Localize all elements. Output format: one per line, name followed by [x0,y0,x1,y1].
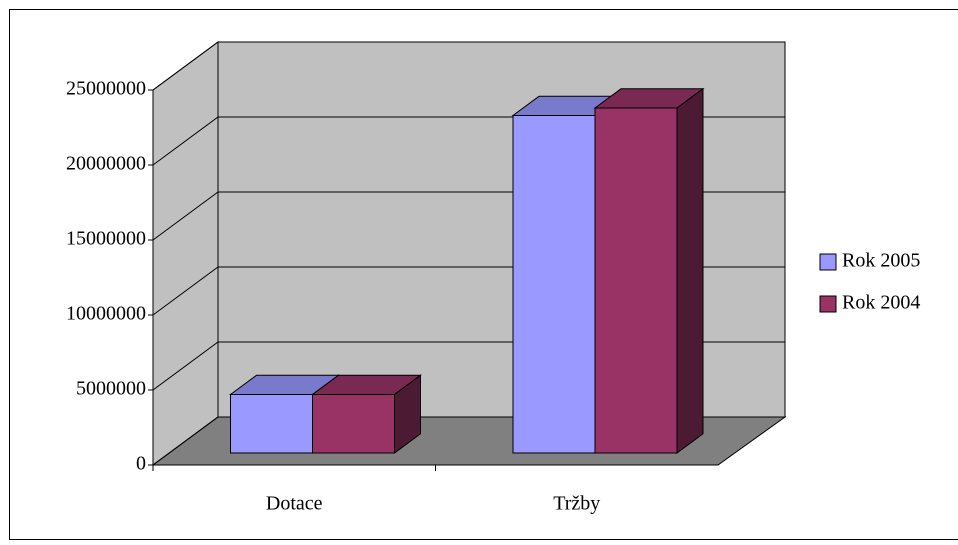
y-tick-label: 5000000 [76,378,146,400]
legend-label: Rok 2004 [842,292,920,314]
x-tick-label: Tržby [553,493,600,515]
y-tick-label: 10000000 [66,303,146,325]
legend-swatch [819,253,837,271]
x-tick-label: Dotace [266,493,323,515]
bar [310,374,423,454]
bar [593,87,705,454]
grid-line [152,41,785,91]
bar-front [594,107,678,454]
bar-front [512,115,596,454]
bar-side [676,87,704,454]
side-wall [152,41,219,466]
bar-front [312,394,395,454]
legend-label: Rok 2005 [842,250,920,272]
y-tick-label: 0 [136,453,146,475]
bar-front [230,394,313,454]
y-tick-label: 15000000 [66,228,146,250]
legend-swatch [819,295,837,313]
y-tick-label: 25000000 [66,78,146,100]
y-tick-label: 20000000 [66,153,146,175]
